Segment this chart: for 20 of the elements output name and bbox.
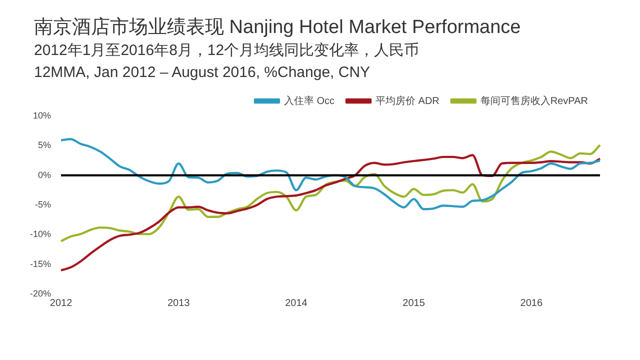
line-series bbox=[60, 138, 602, 210]
y-tick-label: -5% bbox=[34, 199, 52, 210]
legend-label: 每间可售房收入RevPAR bbox=[480, 94, 588, 107]
line-series bbox=[60, 144, 602, 242]
x-tick-label: 2015 bbox=[402, 298, 426, 309]
x-tick-label: 2016 bbox=[520, 298, 543, 309]
chart-subtitle: 2012年1月至2016年8月，12个月均线同比变化率，人民币 12MMA, Jan 2012 – August 2016, %Change, CNY bbox=[34, 41, 420, 83]
y-tick-label: -15% bbox=[30, 258, 52, 269]
x-tick-label: 2014 bbox=[285, 298, 308, 309]
legend-label: 平均房价 ADR bbox=[376, 94, 440, 107]
x-tick-label: 2012 bbox=[50, 298, 73, 309]
y-tick-label: 10% bbox=[32, 110, 52, 120]
x-tick-label: 2013 bbox=[167, 298, 190, 309]
line-series bbox=[60, 154, 602, 272]
y-tick-label: -10% bbox=[30, 229, 52, 240]
legend-label: 入住率 Occ bbox=[284, 94, 335, 107]
y-tick-label: 0% bbox=[38, 170, 52, 180]
y-tick-label: 5% bbox=[38, 140, 52, 150]
chart-title: 南京酒店市场业绩表现 Nanjing Hotel Market Performance bbox=[34, 16, 521, 40]
y-tick-label: -20% bbox=[30, 288, 52, 298]
